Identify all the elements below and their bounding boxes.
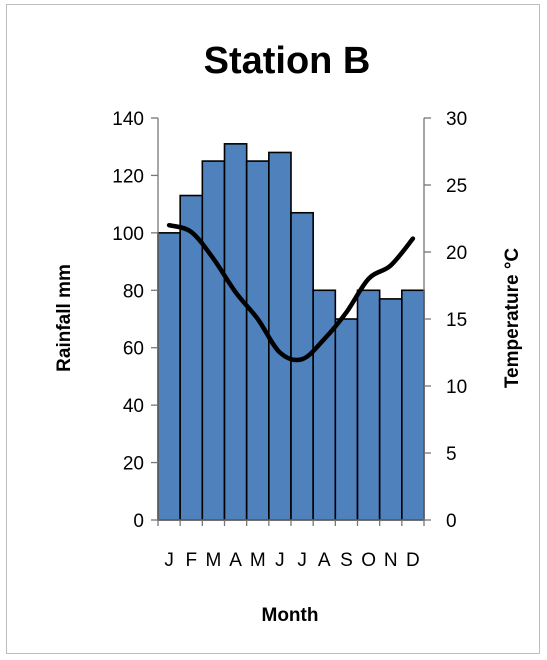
x-tick-label: S — [340, 550, 353, 571]
x-tick-label: A — [318, 550, 331, 571]
y-tick-label: 20 — [123, 454, 144, 475]
x-tick-label: D — [406, 550, 420, 571]
temperature-line — [166, 222, 416, 363]
bar-2 — [179, 194, 204, 521]
y-tick-label: 40 — [123, 396, 144, 417]
x-tick-label: O — [361, 550, 376, 571]
x-tick-label: M — [250, 550, 266, 571]
x-tick-label: A — [229, 550, 242, 571]
bar-10 — [356, 289, 381, 521]
y-tick-label: 80 — [123, 281, 144, 302]
y-tick-label: 0 — [133, 511, 144, 532]
y2-tick-label: 25 — [446, 176, 467, 197]
x-tick-label: J — [297, 550, 307, 571]
y-tick-label: 140 — [112, 109, 144, 130]
y2-tick-label: 5 — [446, 444, 457, 465]
bar-12 — [401, 289, 425, 521]
x-tick-label: M — [206, 550, 222, 571]
bar-1 — [157, 232, 181, 521]
y2-tick-label: 0 — [446, 511, 457, 532]
chart-title: Station B — [204, 40, 371, 82]
y2-tick-label: 10 — [446, 377, 467, 398]
bar-7 — [290, 211, 314, 521]
bar-8 — [312, 289, 337, 521]
y2-axis-title: Temperature °C — [502, 248, 523, 389]
bar-6 — [268, 151, 292, 521]
y-tick-label: 60 — [123, 339, 144, 360]
bar-5 — [245, 160, 270, 521]
x-tick-label: J — [275, 550, 285, 571]
x-tick-label: J — [164, 550, 174, 571]
bar-3 — [201, 160, 226, 521]
y-tick-label: 120 — [112, 166, 144, 187]
x-tick-label: N — [384, 550, 398, 571]
y2-tick-label: 30 — [446, 109, 467, 130]
bar-4 — [223, 143, 248, 521]
y-tick-label: 100 — [112, 224, 144, 245]
bar-11 — [378, 298, 403, 521]
bar-9 — [334, 318, 359, 521]
x-axis-title: Month — [262, 605, 319, 626]
y2-tick-label: 20 — [446, 243, 467, 264]
y2-tick-label: 15 — [446, 310, 467, 331]
y-axis-title: Rainfall mm — [54, 264, 75, 372]
x-tick-label: F — [185, 550, 197, 571]
